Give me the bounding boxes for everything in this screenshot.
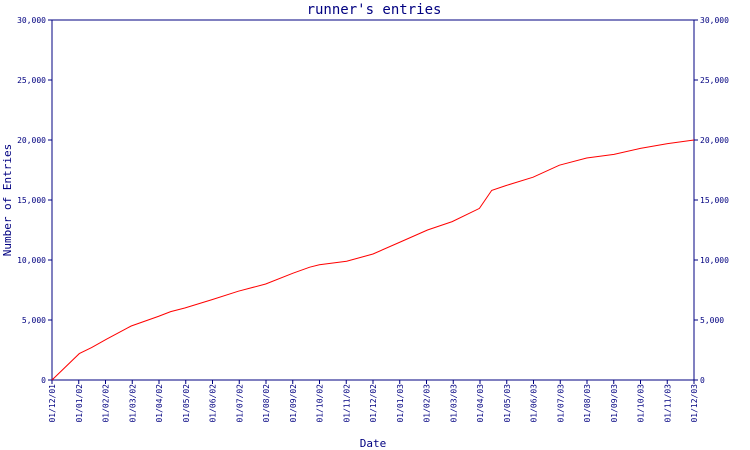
y-tick-label-left: 25,000 [17, 76, 46, 85]
y-tick-label-left: 15,000 [17, 196, 46, 205]
chart-title: runner's entries [307, 2, 442, 18]
x-tick-label: 01/12/01 [48, 384, 57, 423]
y-tick-label-right: 25,000 [700, 76, 729, 85]
y-axis-right: 0 5,000 10,000 15,000 20,000 25,000 30,000 [694, 16, 729, 385]
x-tick-label: 01/05/02 [182, 384, 191, 423]
x-tick-label: 01/04/03 [476, 384, 485, 423]
x-axis-label: Date [360, 437, 387, 450]
x-tick-label: 01/06/03 [530, 384, 539, 423]
y-tick-label-right: 15,000 [700, 196, 729, 205]
y-tick-label-left: 0 [41, 376, 46, 385]
y-axis-label: Number of Entries [1, 144, 14, 257]
series-line [51, 139, 695, 381]
x-tick-label: 01/09/03 [610, 384, 619, 423]
x-tick-label: 01/08/02 [262, 384, 271, 423]
x-tick-label: 01/07/02 [235, 384, 244, 423]
x-tick-label: 01/06/02 [209, 384, 218, 423]
x-tick-label: 01/07/03 [556, 384, 565, 423]
x-tick-label: 01/12/02 [369, 384, 378, 423]
y-tick-label-right: 0 [700, 376, 705, 385]
x-tick-label: 01/10/03 [637, 384, 646, 423]
x-axis: 01/12/01 01/01/02 01/02/02 01/03/02 01/04/02… [48, 380, 699, 423]
x-tick-label: 01/08/03 [583, 384, 592, 423]
x-tick-label: 01/05/03 [503, 384, 512, 423]
plot-frame [51, 19, 695, 381]
y-tick-label-left: 20,000 [17, 136, 46, 145]
x-tick-label: 01/09/02 [289, 384, 298, 423]
x-tick-label: 01/02/02 [102, 384, 111, 423]
y-tick-label-left: 5,000 [22, 316, 46, 325]
y-tick-label-right: 20,000 [700, 136, 729, 145]
x-tick-label: 01/01/02 [75, 384, 84, 423]
x-tick-label: 01/03/03 [449, 384, 458, 423]
x-tick-label: 01/11/02 [342, 384, 351, 423]
y-tick-label-right: 10,000 [700, 256, 729, 265]
y-tick-label-right: 30,000 [700, 16, 729, 25]
y-tick-label-left: 10,000 [17, 256, 46, 265]
x-tick-label: 01/12/03 [690, 384, 699, 423]
y-tick-label-left: 30,000 [17, 16, 46, 25]
x-tick-label: 01/10/02 [316, 384, 325, 423]
x-tick-label: 01/11/03 [663, 384, 672, 423]
x-tick-label: 01/01/03 [396, 384, 405, 423]
x-tick-label: 01/03/02 [128, 384, 137, 423]
x-tick-label: 01/02/03 [423, 384, 432, 423]
y-axis-left: 0 5,000 10,000 15,000 20,000 25,000 30,000 [17, 16, 52, 385]
x-tick-label: 01/04/02 [155, 384, 164, 423]
y-tick-label-right: 5,000 [700, 316, 724, 325]
